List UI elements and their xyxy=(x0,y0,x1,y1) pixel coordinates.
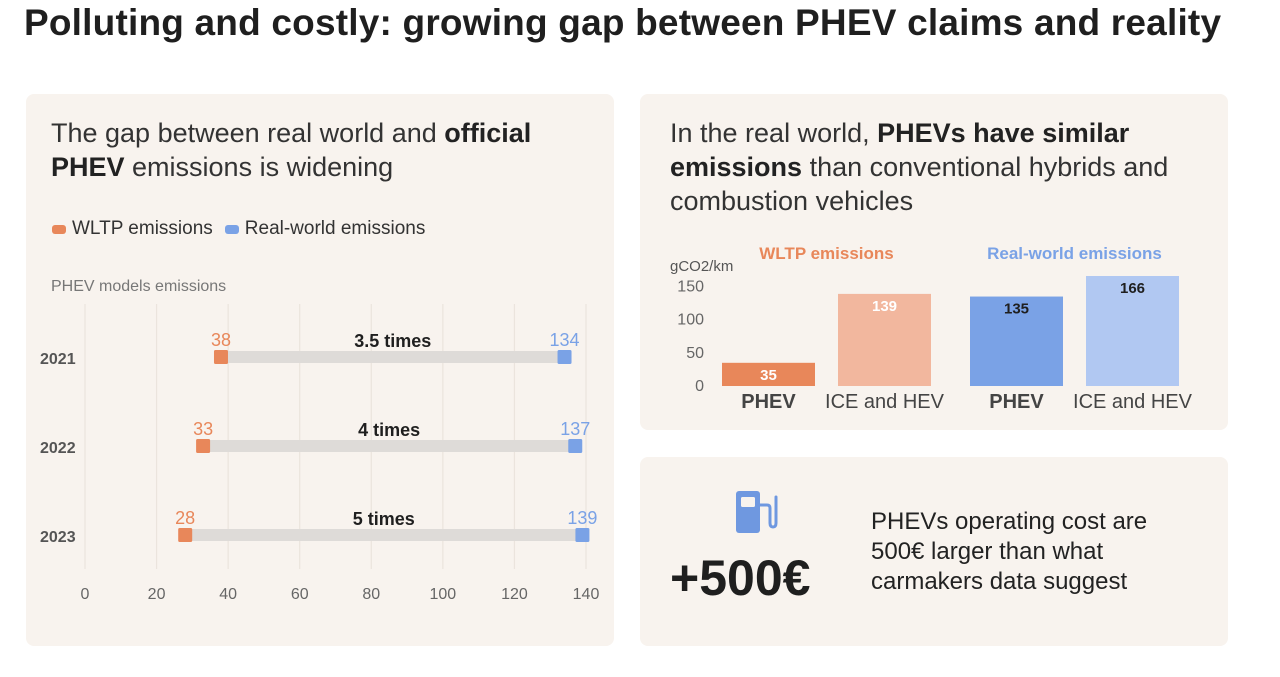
bar xyxy=(1086,276,1179,386)
chart-legend: WLTP emissions Real-world emissions xyxy=(52,218,425,240)
y-axis-unit: gCO2/km xyxy=(670,258,733,275)
legend-swatch-wltp xyxy=(52,224,66,234)
bar-value-label: 135 xyxy=(1004,301,1029,318)
bar-value-label: 166 xyxy=(1120,280,1145,297)
wltp-value-label: 38 xyxy=(211,330,231,350)
wltp-point xyxy=(196,439,211,453)
x-category-label: ICE and HEV xyxy=(825,391,945,413)
left-heading-bold: official PHEV xyxy=(51,118,532,182)
wltp-point xyxy=(213,350,228,364)
real-world-value-label: 137 xyxy=(560,419,590,439)
emissions-gap-card: The gap between real world and official … xyxy=(26,94,614,646)
real-world-point xyxy=(568,439,583,453)
ratio-annotation: 4 times xyxy=(358,420,420,440)
fuel-pump-icon xyxy=(736,491,778,533)
right-heading-bold: PHEVs have similar emissions xyxy=(670,118,1130,182)
real-world-point xyxy=(575,528,590,542)
left-heading-suffix: emissions is widening xyxy=(124,152,394,182)
bar xyxy=(970,296,1063,386)
bar-value-label: 139 xyxy=(872,298,897,315)
legend-swatch-real-world xyxy=(224,224,239,234)
wltp-point xyxy=(178,528,193,542)
y-tick-label: 0 xyxy=(695,378,704,395)
legend-item-real-world: Real-world emissions xyxy=(224,218,426,240)
bar-value-label: 35 xyxy=(760,367,777,384)
dumbbell-chart: 0 20 40 60 80 100 120 140 2021 38 134 3.5 times 2022… xyxy=(40,304,600,603)
chart-subheading: PHEV models emissions xyxy=(51,278,227,295)
x-category-label: PHEV xyxy=(989,391,1044,413)
year-label: 2022 xyxy=(40,440,76,457)
real-world-point xyxy=(557,350,572,364)
wltp-value-label: 28 xyxy=(175,508,195,528)
x-tick-label: 140 xyxy=(573,586,600,603)
x-category-label: ICE and HEV xyxy=(1073,391,1193,413)
real-world-value-label: 139 xyxy=(567,508,597,528)
y-tick-label: 100 xyxy=(677,312,704,329)
y-tick-label: 50 xyxy=(686,345,704,362)
range-bar xyxy=(185,529,583,541)
wltp-value-label: 33 xyxy=(193,419,213,439)
right-card-heading: In the real world, PHEVs have similar em… xyxy=(670,116,1210,218)
legend-item-wltp: WLTP emissions xyxy=(52,218,213,240)
x-tick-label: 100 xyxy=(430,586,457,603)
range-bar xyxy=(220,351,565,363)
left-card-heading: The gap between real world and official … xyxy=(51,116,591,184)
operating-cost-card: +500€ PHEVs operating cost are 500€ larg… xyxy=(640,457,1228,646)
group-label-real-world: Real-world emissions xyxy=(987,244,1162,263)
page-title: Polluting and costly: growing gap betwee… xyxy=(24,2,1222,43)
left-heading-prefix: The gap between real world and xyxy=(51,118,445,148)
x-tick-label: 20 xyxy=(148,586,166,603)
ratio-annotation: 3.5 times xyxy=(354,331,431,351)
year-label: 2021 xyxy=(40,351,76,368)
cost-value: +500€ xyxy=(670,550,811,606)
cost-description: PHEVs operating cost are 500€ larger tha… xyxy=(871,508,1148,595)
x-tick-label: 120 xyxy=(501,586,528,603)
bar xyxy=(722,362,815,386)
x-tick-label: 40 xyxy=(219,586,237,603)
group-label-wltp: WLTP emissions xyxy=(759,244,893,263)
range-bar xyxy=(203,440,576,452)
right-heading-suffix: than conventional hybrids and combustion… xyxy=(670,152,1169,216)
x-category-label: PHEV xyxy=(741,391,796,413)
bar-chart: gCO2/km 0 50 100 150 35 PHEV 139 ICE and HEV 135 P… xyxy=(670,244,1193,413)
real-world-value-label: 134 xyxy=(550,330,580,350)
year-label: 2023 xyxy=(40,529,76,546)
x-tick-label: 60 xyxy=(291,586,309,603)
x-tick-label: 80 xyxy=(362,586,380,603)
x-tick-label: 0 xyxy=(81,586,90,603)
bar xyxy=(838,293,931,386)
right-heading-prefix: In the real world, xyxy=(670,118,878,148)
y-tick-label: 150 xyxy=(677,279,704,296)
legend-label-real-world: Real-world emissions xyxy=(244,218,426,239)
ratio-annotation: 5 times xyxy=(353,509,415,529)
legend-label-wltp: WLTP emissions xyxy=(72,218,213,239)
similar-emissions-card: In the real world, PHEVs have similar em… xyxy=(640,94,1228,430)
